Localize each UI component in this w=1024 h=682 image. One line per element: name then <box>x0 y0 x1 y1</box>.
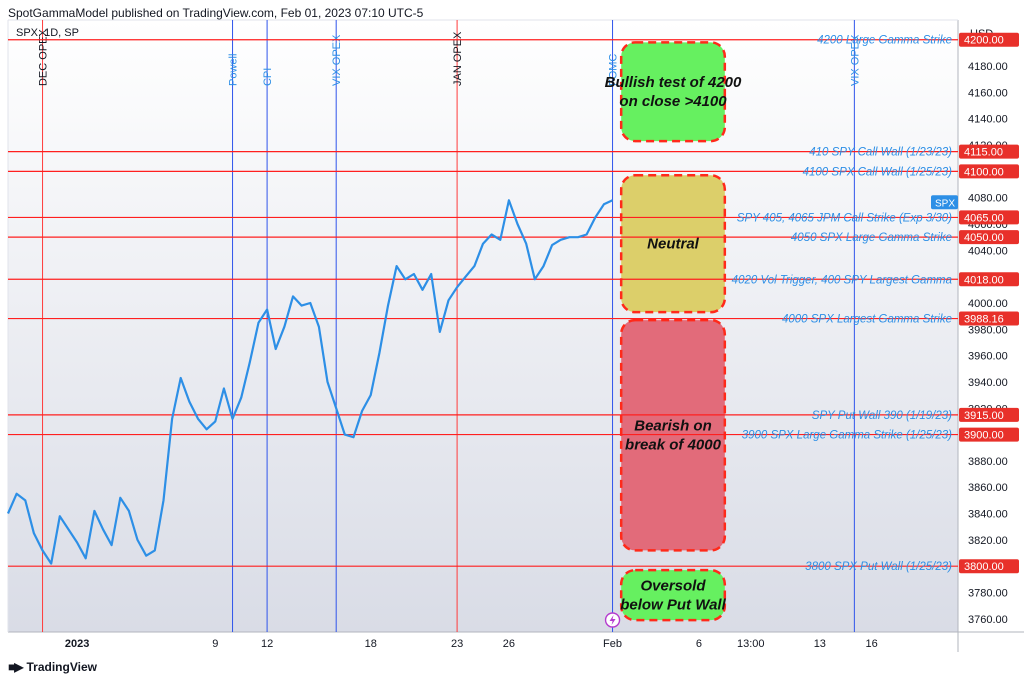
x-tick-label: 2023 <box>65 638 89 650</box>
x-tick-label: 6 <box>696 638 702 650</box>
x-tick-label: 26 <box>503 638 515 650</box>
price-tag <box>959 311 1019 326</box>
plot-background <box>8 20 958 632</box>
symbol-label: SPX, 1D, SP <box>16 27 79 39</box>
price-tag <box>959 164 1019 179</box>
y-tick-label: 3840.00 <box>968 509 1008 521</box>
event-label: VIX OPEX <box>849 34 861 86</box>
y-tick-label: 3780.00 <box>968 588 1008 600</box>
price-tag <box>959 210 1019 225</box>
level-label: 4100 SPX Call Wall (1/25/23) <box>803 166 953 178</box>
x-tick-label: 13 <box>814 638 826 650</box>
price-tag-label: 3900.00 <box>964 430 1004 442</box>
event-label: Powell <box>228 54 240 86</box>
price-tag <box>959 407 1019 422</box>
price-tag <box>959 272 1019 287</box>
zone-box <box>619 318 727 552</box>
tradingview-footer[interactable]: ■▶ TradingView <box>8 660 97 674</box>
y-tick-label: 4000.00 <box>968 298 1008 310</box>
level-label: 4020 Vol Trigger, 400 SPY Largest Gamma <box>732 274 952 286</box>
price-tag-label: 4100.00 <box>964 166 1004 178</box>
zone-label: Bearish on <box>634 418 712 435</box>
y-tick-label: 3860.00 <box>968 482 1008 494</box>
level-label: 4050 SPX Large Gamma Strike <box>791 232 952 244</box>
x-tick-label: 9 <box>212 638 218 650</box>
x-tick-label: 12 <box>261 638 273 650</box>
zone-label: Neutral <box>647 236 700 253</box>
zone-box <box>619 41 727 143</box>
y-tick-label: 4160.00 <box>968 87 1008 99</box>
zone-label: below Put Wall <box>620 597 726 614</box>
price-tag <box>959 230 1019 245</box>
event-label: FOMC <box>608 54 620 86</box>
zone-label: on close >4100 <box>619 93 727 110</box>
price-tag-label: 4115.00 <box>964 147 1003 159</box>
price-tag <box>959 144 1019 159</box>
tradingview-logo-icon: ■▶ <box>8 660 24 674</box>
spx-price-line <box>6 199 613 565</box>
level-label: 3900 SPX Large Gamma Strike (1/25/23) <box>742 430 952 442</box>
current-symbol-label: SPX <box>935 198 955 209</box>
zone-label: Bullish test of 4200 <box>605 74 742 91</box>
price-tag-label: 3988.16 <box>964 314 1004 326</box>
event-label: DEC OPEX <box>38 28 50 86</box>
price-tag <box>959 427 1019 442</box>
x-tick-label: Feb <box>603 638 622 650</box>
y-tick-label: 4140.00 <box>968 114 1008 126</box>
price-tag-label: 3915.00 <box>964 410 1004 422</box>
level-label: 4200 Large Gamma Strike <box>817 35 952 47</box>
y-tick-label: 3880.00 <box>968 456 1008 468</box>
publish-header: SpotGammaModel published on TradingView.… <box>8 6 424 20</box>
y-tick-label: 3940.00 <box>968 377 1008 389</box>
y-tick-label: 4040.00 <box>968 245 1008 257</box>
event-label: JAN OPEX <box>452 31 464 86</box>
price-tag-label: 4065.00 <box>964 212 1004 224</box>
y-tick-label: 3820.00 <box>968 535 1008 547</box>
y-tick-label: 4180.00 <box>968 61 1008 73</box>
price-tag-label: 4200.00 <box>964 35 1004 47</box>
y-tick-label: 3980.00 <box>968 324 1008 336</box>
y-tick-label: 4080.00 <box>968 193 1008 205</box>
x-tick-label: 16 <box>866 638 878 650</box>
y-tick-label: 3960.00 <box>968 351 1008 363</box>
zone-label: break of 4000 <box>625 437 722 454</box>
price-tag-label: 3800.00 <box>964 561 1004 573</box>
price-tag-label: 4018.00 <box>964 274 1004 286</box>
zone-box <box>619 568 727 622</box>
price-tag <box>959 559 1019 574</box>
x-tick-label: 18 <box>365 638 377 650</box>
brand-label: TradingView <box>26 660 97 674</box>
level-label: SPY Put Wall 390 (1/19/23) <box>812 410 952 422</box>
zone-label: Oversold <box>640 578 706 595</box>
price-tag-label: 4050.00 <box>964 232 1004 244</box>
level-label: 410 SPY Call Wall (1/23/23) <box>809 147 952 159</box>
x-tick-label: 23 <box>451 638 463 650</box>
price-tag <box>959 32 1019 47</box>
x-tick-label: 13:00 <box>737 638 765 650</box>
y-tick-label: 3760.00 <box>968 614 1008 626</box>
event-label: CPI <box>262 68 274 86</box>
zone-box <box>619 174 727 314</box>
level-label: 4000 SPX Largest Gamma Strike <box>782 314 952 326</box>
lightning-bolt <box>609 615 616 625</box>
event-label: VIX OPEX <box>331 34 343 86</box>
level-label: 3800 SPX Put Wall (1/25/23) <box>805 561 952 573</box>
current-symbol-tag <box>931 195 958 210</box>
level-label: SPY 405, 4065 JPM Call Strike (Exp 3/30) <box>737 212 952 224</box>
